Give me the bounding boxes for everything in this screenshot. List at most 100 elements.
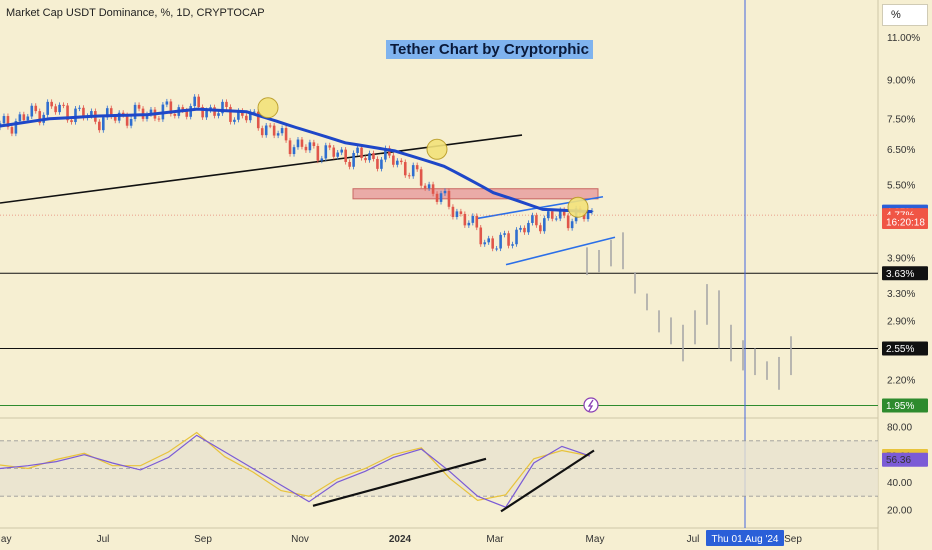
- candle-body: [221, 101, 224, 114]
- candle-body: [58, 104, 61, 113]
- candle-body: [523, 227, 526, 233]
- candle-body: [531, 215, 534, 223]
- candle-body: [543, 218, 546, 232]
- candle-body: [70, 120, 73, 123]
- rsi-value-text: 56.36: [886, 455, 911, 466]
- candle-body: [197, 96, 200, 108]
- candle-body: [173, 113, 177, 116]
- candle-body: [268, 125, 272, 127]
- candle-body: [463, 213, 467, 226]
- candle-body: [419, 169, 423, 186]
- candle-body: [360, 147, 363, 159]
- candle-body: [284, 128, 288, 141]
- candle-body: [324, 145, 328, 159]
- unit-toggle[interactable]: %: [882, 4, 928, 26]
- candle-body: [46, 101, 49, 115]
- candle-body: [467, 222, 471, 226]
- candle-body: [546, 211, 550, 219]
- candle-body: [10, 127, 14, 134]
- candle-body: [245, 115, 248, 121]
- moving-average-line: [0, 107, 593, 214]
- candle-body: [328, 145, 332, 148]
- x-tick-label: 2024: [389, 534, 412, 545]
- candle-body: [570, 221, 574, 229]
- candle-body: [332, 147, 336, 157]
- candle-body: [292, 147, 296, 155]
- candle-body: [372, 153, 375, 159]
- candle-body: [113, 116, 117, 121]
- x-tick-label: May: [586, 534, 605, 545]
- candle-body: [288, 140, 292, 155]
- rsi-band: [0, 440, 878, 497]
- y-tick-label: 11.00%: [887, 33, 920, 44]
- candle-body: [431, 184, 435, 194]
- candle-body: [66, 105, 69, 121]
- candle-body: [471, 215, 475, 223]
- y-tick-label: 2.90%: [887, 317, 915, 328]
- candle-body: [336, 152, 340, 157]
- candle-body: [368, 153, 371, 161]
- candle-body: [169, 101, 173, 114]
- y-tick-label: 6.50%: [887, 145, 915, 156]
- y-tick-label: 5.50%: [887, 180, 915, 191]
- candle-body: [145, 114, 149, 119]
- candle-body: [503, 233, 506, 235]
- candle-body: [527, 222, 530, 233]
- event-icon: [583, 397, 599, 413]
- candle-body: [507, 233, 510, 246]
- candle-body: [384, 148, 387, 160]
- candle-body: [74, 108, 77, 123]
- candle-body: [102, 117, 105, 131]
- candle-body: [483, 242, 487, 245]
- candle-body: [78, 107, 81, 109]
- candle-body: [2, 116, 6, 124]
- highlight-circle: [257, 97, 279, 119]
- candle-body: [233, 119, 236, 122]
- candle-body: [217, 113, 220, 116]
- price-label-text: 3.63%: [886, 269, 914, 280]
- x-tick-label: Sep: [194, 534, 212, 545]
- candle-body: [22, 114, 26, 121]
- candle-body: [495, 248, 498, 250]
- candle-body: [296, 139, 300, 148]
- candle-body: [304, 146, 308, 151]
- x-tick-label: Jul: [687, 534, 700, 545]
- candle-body: [137, 104, 141, 109]
- candle-body: [411, 165, 415, 177]
- candle-body: [264, 125, 268, 136]
- candle-body: [399, 160, 403, 163]
- candle-body: [519, 227, 522, 230]
- candle-body: [18, 114, 22, 122]
- candle-body: [50, 101, 53, 107]
- candle-body: [443, 190, 447, 194]
- candle-body: [300, 139, 304, 147]
- candle-body: [249, 111, 252, 121]
- candle-body: [109, 108, 113, 117]
- rsi-tick-label: 80.00: [887, 423, 912, 434]
- candle-body: [6, 116, 10, 128]
- candle-body: [105, 108, 109, 118]
- candle-body: [237, 110, 240, 120]
- x-tick-label: Nov: [291, 534, 309, 545]
- price-label-badge: [882, 398, 928, 413]
- candle-body: [252, 111, 256, 113]
- lightning-icon: [587, 399, 594, 412]
- candle-body: [352, 152, 355, 167]
- candle-body: [511, 244, 514, 246]
- candle-body: [455, 211, 459, 217]
- candle-body: [312, 142, 316, 147]
- candle-body: [558, 209, 562, 219]
- channel-lower-line: [505, 236, 616, 266]
- candle-body: [241, 110, 244, 116]
- candle-body: [439, 193, 443, 202]
- candle-body: [396, 160, 399, 165]
- candle-body: [308, 142, 312, 151]
- x-tick-label: Sep: [784, 534, 802, 545]
- y-tick-label: 7.50%: [887, 114, 915, 125]
- price-label-text: 16:20:18: [886, 217, 925, 228]
- candle-body: [407, 175, 411, 177]
- candle-body: [225, 101, 228, 107]
- candle-body: [479, 227, 483, 245]
- candle-body: [364, 158, 367, 161]
